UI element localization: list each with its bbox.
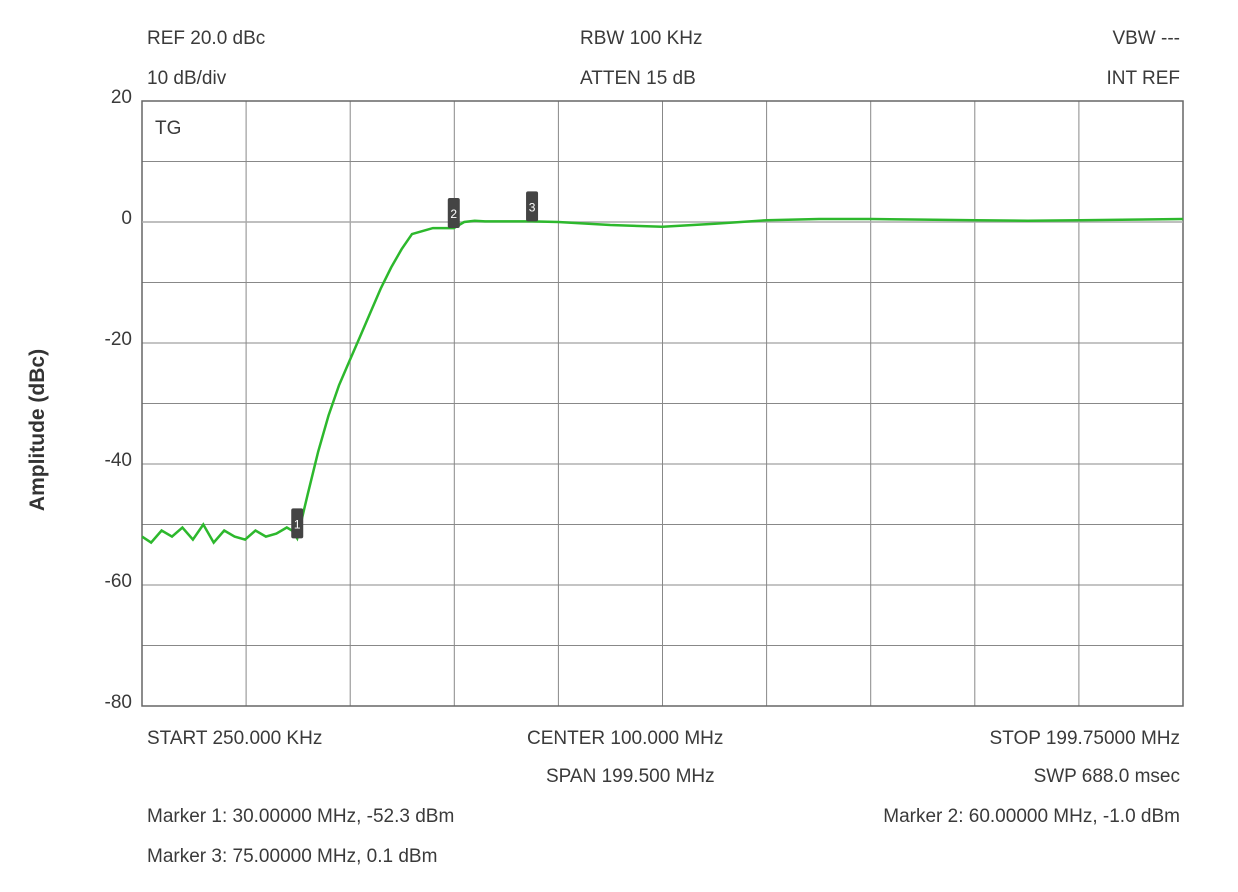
y-tick-label: -80 — [104, 692, 132, 713]
marker-box — [447, 198, 460, 229]
marker-label: 1 — [294, 517, 301, 531]
y-tick-label: -40 — [104, 450, 132, 471]
marker-box — [291, 508, 304, 539]
marker-3: 3 — [526, 191, 539, 222]
sweep-time: SWP 688.0 msec — [1033, 766, 1180, 787]
rbw-setting: RBW 100 KHz — [580, 28, 703, 49]
start-freq: START 250.000 KHz — [147, 728, 323, 749]
marker-1: 1 — [291, 508, 304, 539]
marker-label: 2 — [450, 207, 457, 221]
plot-frame — [141, 100, 1184, 707]
center-freq: CENTER 100.000 MHz — [527, 728, 724, 749]
markers: 1 2 3 — [291, 191, 539, 539]
marker-box — [526, 191, 539, 222]
grid-lines — [142, 101, 1183, 706]
span-freq: SPAN 199.500 MHz — [546, 766, 715, 787]
stop-freq: STOP 199.75000 MHz — [989, 728, 1180, 749]
y-tick-label: 0 — [121, 208, 132, 229]
int-ref: INT REF — [1106, 68, 1180, 89]
y-tick-label: -20 — [104, 329, 132, 350]
atten-setting: ATTEN 15 dB — [580, 68, 696, 89]
trace-line — [141, 217, 1184, 545]
vbw-setting: VBW --- — [1112, 28, 1180, 49]
marker2-readout: Marker 2: 60.00000 MHz, -1.0 dBm — [883, 806, 1180, 827]
marker3-readout: Marker 3: 75.00000 MHz, 0.1 dBm — [147, 846, 438, 867]
ref-level: REF 20.0 dBc — [147, 28, 266, 49]
y-tick-label: 20 — [110, 87, 132, 108]
marker1-readout: Marker 1: 30.00000 MHz, -52.3 dBm — [147, 806, 455, 827]
scale-div: 10 dB/div — [147, 68, 227, 89]
marker-label: 3 — [529, 200, 536, 214]
y-tick-label: -60 — [104, 571, 132, 592]
marker-2: 2 — [447, 198, 460, 229]
tg-label: TG — [155, 118, 182, 139]
